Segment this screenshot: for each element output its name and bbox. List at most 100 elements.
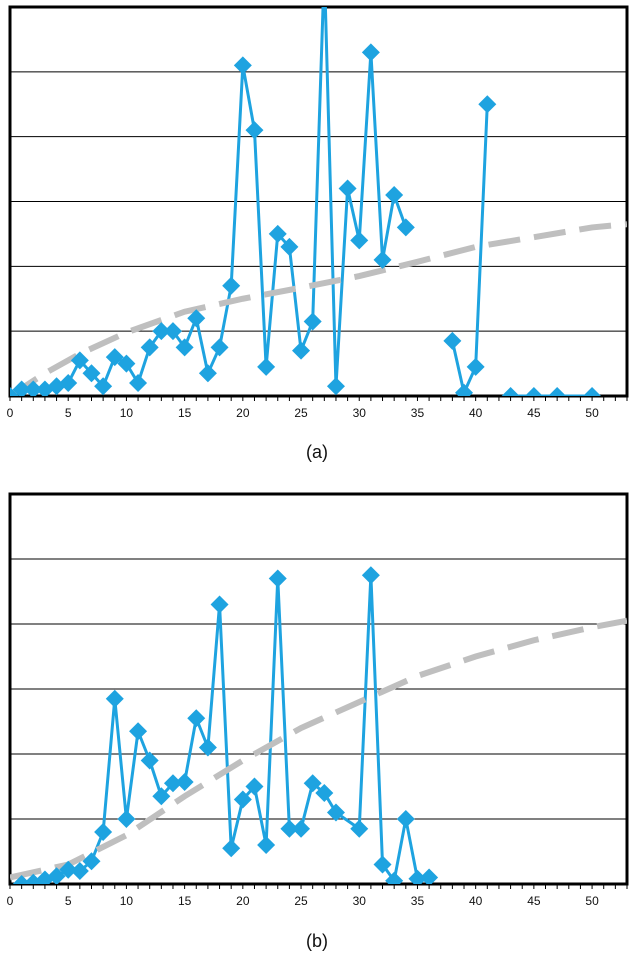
chart-b-xtick-label-5: 25: [294, 894, 308, 908]
chart-a-xtick-label-8: 40: [469, 406, 483, 420]
chart-a-point-0-3: [35, 380, 54, 396]
chart-b-point-0-16: [198, 738, 217, 757]
chart-b-point-0-17: [210, 595, 229, 614]
chart-a-frame: [8, 5, 629, 398]
chart-b-point-0-21: [257, 836, 276, 854]
chart-a-point-2-0: [501, 387, 520, 396]
chart-a-xtick-label-5: 25: [294, 406, 308, 420]
chart-a-point-0-23: [268, 224, 287, 243]
chart-a-point-0-10: [117, 354, 136, 373]
chart-a-plot-area: [10, 7, 627, 396]
chart-a-point-2-2: [548, 387, 567, 396]
chart-b-point-0-14: [175, 772, 194, 791]
chart-a-point-0-33: [385, 186, 404, 205]
chart-b-point-0-25: [303, 774, 322, 793]
chart-a-xtick-label-1: 5: [65, 406, 72, 420]
chart-a-point-2-1: [524, 387, 543, 396]
chart-b-xtick-label-3: 15: [178, 894, 192, 908]
chart-b-point-0-3: [47, 867, 66, 884]
chart-a-point-0-34: [396, 218, 415, 237]
chart-b-point-0-8: [105, 689, 124, 708]
chart-a-point-0-20: [233, 56, 252, 75]
caption-b: (b): [306, 931, 328, 951]
chart-b-xtick-label-4: 20: [236, 894, 250, 908]
chart-b-plot-area: [10, 566, 627, 884]
chart-a-xtick-label-4: 20: [236, 406, 250, 420]
chart-a-xtick-label-3: 15: [178, 406, 192, 420]
chart-b-point-0-22: [268, 569, 287, 588]
chart-b-xtick-label-6: 30: [353, 894, 367, 908]
chart-b-point-0-19: [233, 790, 252, 809]
chart-a-point-0-30: [350, 231, 369, 250]
chart-b-point-0-18: [222, 839, 241, 858]
chart-a-point-0-9: [105, 348, 124, 367]
chart-a-point-0-31: [361, 43, 380, 62]
chart-a-point-1-0: [443, 331, 462, 350]
chart-a-point-0-25: [292, 341, 311, 360]
chart-b-point-0-9: [117, 810, 136, 828]
chart-b-point-0-29: [361, 566, 380, 585]
chart-b-frame: [8, 492, 629, 886]
chart-a-point-0-1: [12, 380, 31, 396]
chart-a-point-0-18: [210, 338, 229, 357]
chart-a-point-0-11: [129, 374, 148, 393]
chart-b-point-0-11: [140, 751, 159, 770]
chart-a-point-0-21: [245, 121, 264, 140]
chart-a-point-1-1: [455, 383, 474, 396]
chart-a-xtick-label-6: 30: [353, 406, 367, 420]
chart-b-point-0-2: [35, 870, 54, 884]
chart-b-point-0-4: [59, 860, 78, 879]
chart-b-point-0-33: [408, 869, 427, 884]
chart-a-series-line-1: [450, 104, 489, 395]
chart-a-point-0-28: [326, 377, 345, 396]
chart-b-point-0-24: [292, 819, 311, 838]
chart-b-point-0-5: [70, 862, 89, 880]
chart-a-point-0-22: [257, 357, 276, 376]
chart-b-point-0-12: [152, 787, 171, 806]
chart-a-point-2-3: [583, 387, 602, 396]
chart-b-point-0-23: [280, 819, 299, 838]
chart-b-xtick-label-0: 0: [7, 894, 14, 908]
chart-b-point-0-30: [373, 855, 392, 874]
chart-a-point-0-29: [338, 179, 357, 198]
chart-a-point-0-13: [152, 322, 171, 341]
chart-b-point-0-34: [420, 868, 439, 884]
chart-a-series-line-0: [10, 7, 408, 396]
chart-a-point-0-4: [47, 377, 66, 396]
chart-b-point-0-31: [385, 871, 404, 884]
chart-a-point-1-2: [466, 357, 485, 376]
chart-a-xtick-label-0: 0: [7, 406, 14, 420]
chart-a-point-1-3: [478, 95, 497, 114]
caption-a: (a): [306, 442, 328, 462]
chart-a-point-0-12: [140, 338, 159, 357]
chart-a-point-0-17: [198, 364, 217, 383]
chart-b-point-0-1: [24, 873, 43, 884]
chart-a-point-0-32: [373, 250, 392, 269]
chart-a-point-0-7: [82, 364, 101, 383]
chart-b-point-0-15: [187, 709, 206, 728]
chart-b-point-0-28: [350, 819, 369, 838]
chart-a-point-0-24: [280, 237, 299, 256]
chart-b-xtick-label-9: 45: [527, 894, 541, 908]
chart-a-point-0-16: [187, 309, 206, 328]
chart-b-xtick-label-2: 10: [120, 894, 134, 908]
chart-b-point-0-32: [396, 810, 415, 828]
chart-a-xtick-label-2: 10: [120, 406, 134, 420]
chart-b: 0 5 10 15 20 25 30 35 40 45 50: [7, 492, 629, 908]
chart-a-point-0-14: [163, 322, 182, 341]
chart-a-point-0-15: [175, 338, 194, 357]
chart-a-point-0-19: [222, 276, 241, 295]
chart-b-xtick-label-1: 5: [65, 894, 72, 908]
chart-b-point-0-20: [245, 777, 264, 796]
chart-a-point-0-5: [59, 374, 78, 393]
chart-b-point-0-26: [315, 784, 334, 802]
chart-a-point-0-2: [24, 380, 43, 396]
chart-b-point-0-10: [129, 722, 148, 741]
chart-b-series-line-0: [21, 573, 430, 884]
chart-b-point-0-27: [326, 803, 345, 822]
chart-b-xtick-label-7: 35: [411, 894, 425, 908]
chart-b-xtick-label-10: 50: [585, 894, 599, 908]
chart-a-xtick-label-7: 35: [411, 406, 425, 420]
chart-a-xtick-label-9: 45: [527, 406, 541, 420]
